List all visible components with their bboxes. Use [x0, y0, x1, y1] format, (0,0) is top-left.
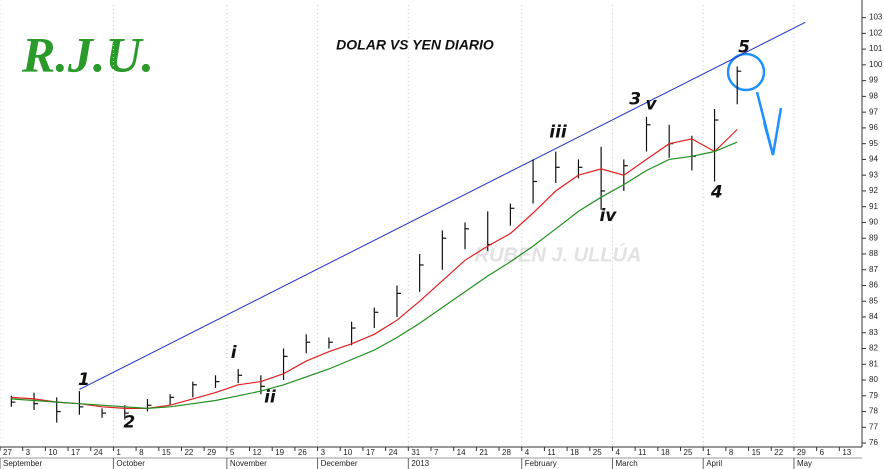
y-tick-label: 76: [869, 438, 878, 447]
wave-label: 2: [123, 413, 135, 433]
y-tick-label: 99: [869, 76, 878, 85]
wave-label: iv: [599, 206, 617, 226]
x-tick-label: 25: [593, 448, 602, 457]
wave-label: 4: [710, 183, 723, 203]
y-tick-label: 94: [869, 155, 878, 164]
y-tick-label: 79: [869, 391, 878, 400]
x-tick-label: 27: [3, 448, 12, 457]
wave-label: ii: [264, 387, 277, 407]
x-tick-label: 8: [139, 448, 144, 457]
x-tick-label: 24: [389, 448, 398, 457]
x-tick-label: 1: [116, 448, 121, 457]
y-tick-label: 95: [869, 139, 878, 148]
y-tick-label: 83: [869, 328, 878, 337]
wave-label: 1: [78, 370, 90, 390]
y-tick-label: 98: [869, 92, 878, 101]
x-tick-label: 26: [298, 448, 307, 457]
month-label: February: [525, 459, 557, 468]
moving-average: [11, 129, 738, 409]
x-tick-label: 15: [752, 448, 761, 457]
y-tick-label: 87: [869, 265, 878, 274]
x-tick-label: 6: [820, 448, 825, 457]
x-tick-label: 14: [457, 448, 466, 457]
y-tick-label: 80: [869, 375, 878, 384]
y-tick-label: 88: [869, 249, 878, 258]
wave-label: 5: [738, 38, 750, 58]
y-tick-label: 89: [869, 233, 878, 242]
x-tick-label: 13: [842, 448, 851, 457]
x-tick-label: 18: [661, 448, 670, 457]
x-tick-label: 29: [207, 448, 216, 457]
x-tick-label: 15: [162, 448, 171, 457]
y-tick-label: 91: [869, 202, 878, 211]
x-tick-label: 25: [684, 448, 693, 457]
x-tick-label: 4: [525, 448, 530, 457]
y-tick-label: 78: [869, 407, 878, 416]
x-tick-label: 29: [797, 448, 806, 457]
x-tick-label: 17: [366, 448, 375, 457]
highlight-circle: [726, 52, 766, 92]
y-tick-label: 84: [869, 312, 878, 321]
month-label: November: [230, 459, 267, 468]
y-tick-label: 86: [869, 281, 878, 290]
x-tick-label: 19: [275, 448, 284, 457]
wave-label: v: [645, 94, 657, 114]
y-tick-label: 102: [869, 28, 883, 37]
trendline: [79, 21, 806, 390]
down-arrow: [755, 91, 783, 156]
chart-title: DOLAR VS YEN DIARIO: [336, 37, 494, 53]
x-tick-label: 3: [26, 448, 31, 457]
x-tick-label: 24: [94, 448, 103, 457]
y-tick-label: 82: [869, 344, 878, 353]
y-tick-label: 85: [869, 296, 878, 305]
month-label: May: [797, 459, 812, 468]
x-tick-label: 17: [71, 448, 80, 457]
month-label: 2013: [411, 459, 429, 468]
y-tick-label: 81: [869, 359, 878, 368]
x-tick-label: 4: [615, 448, 620, 457]
moving-average: [11, 141, 738, 410]
wave-label: 3: [629, 90, 641, 110]
x-tick-label: 5: [230, 448, 235, 457]
x-tick-label: 7: [434, 448, 439, 457]
x-tick-label: 22: [774, 448, 783, 457]
watermark: RUBEN J. ULLÚA: [475, 242, 642, 266]
y-tick-label: 97: [869, 107, 878, 116]
x-tick-label: 31: [411, 448, 420, 457]
x-tick-label: 10: [343, 448, 352, 457]
wave-label: i: [231, 343, 238, 363]
month-label: April: [706, 459, 722, 468]
x-tick-label: 3: [321, 448, 326, 457]
y-tick-label: 96: [869, 123, 878, 132]
x-tick-label: 11: [547, 448, 556, 457]
y-tick-label: 92: [869, 186, 878, 195]
y-tick-label: 103: [869, 13, 883, 22]
month-label: October: [116, 459, 145, 468]
y-tick-label: 77: [869, 422, 878, 431]
x-tick-label: 1: [706, 448, 711, 457]
x-tick-label: 22: [184, 448, 193, 457]
x-tick-label: 21: [479, 448, 488, 457]
x-tick-label: 18: [570, 448, 579, 457]
y-tick-label: 93: [869, 170, 878, 179]
x-tick-label: 28: [502, 448, 511, 457]
x-tick-label: 10: [48, 448, 57, 457]
y-tick-label: 101: [869, 44, 883, 53]
month-label: March: [615, 459, 637, 468]
month-label: December: [321, 459, 358, 468]
x-tick-label: 8: [729, 448, 734, 457]
x-tick-label: 12: [253, 448, 262, 457]
month-label: September: [3, 459, 42, 468]
y-tick-label: 100: [869, 60, 883, 69]
logo: R.J.U.: [21, 26, 154, 82]
x-tick-label: 11: [638, 448, 647, 457]
wave-label: iii: [549, 123, 568, 143]
y-tick-label: 90: [869, 218, 878, 227]
